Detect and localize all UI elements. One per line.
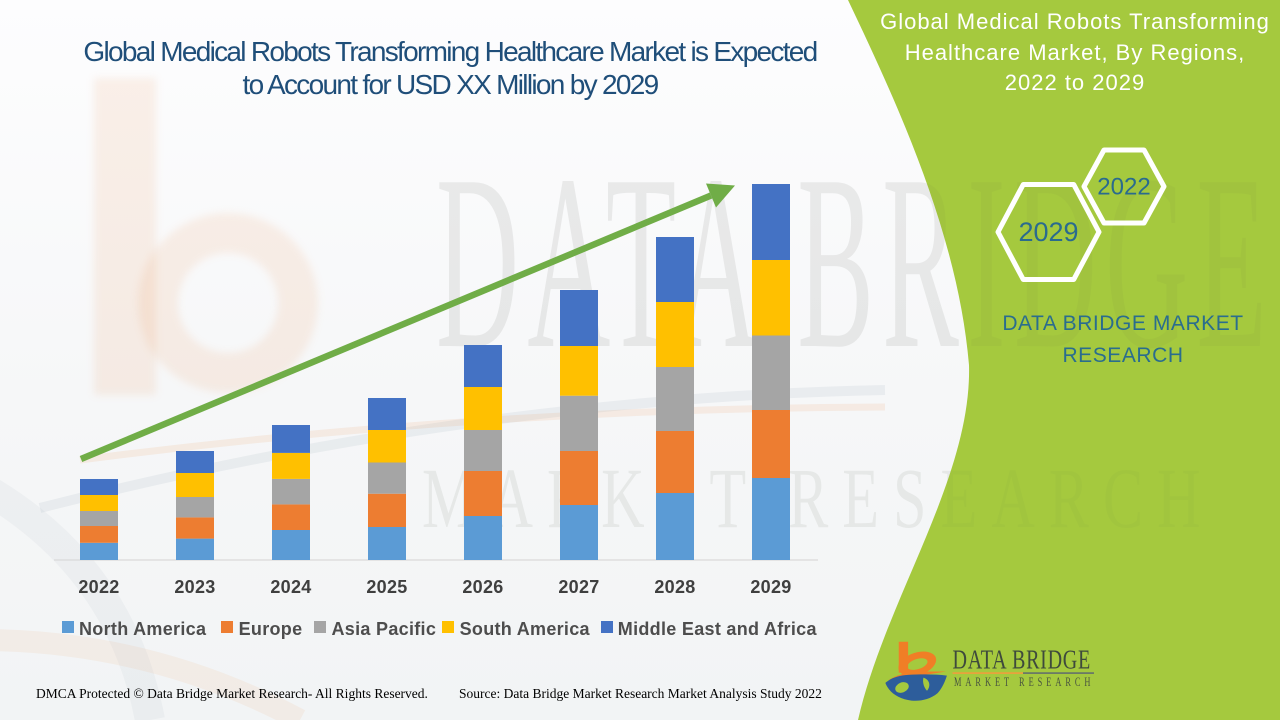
svg-text:MARKET RESEARCH: MARKET RESEARCH bbox=[954, 676, 1094, 690]
svg-text:2022: 2022 bbox=[1097, 174, 1150, 201]
svg-text:2029: 2029 bbox=[1018, 217, 1078, 247]
svg-text:DATA BRIDGE: DATA BRIDGE bbox=[953, 646, 1092, 676]
